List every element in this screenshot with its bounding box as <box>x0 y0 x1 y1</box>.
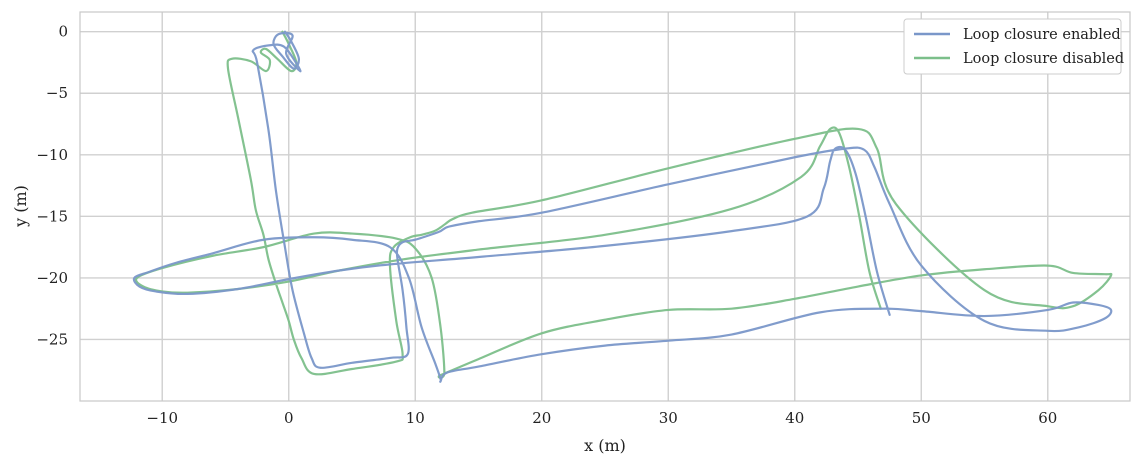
x-axis-label: x (m) <box>584 436 626 455</box>
x-tick-label: 50 <box>912 409 931 427</box>
x-tick-label: 10 <box>406 409 425 427</box>
plot-area-frame <box>79 11 1131 402</box>
y-tick-label: 0 <box>58 23 68 41</box>
tick-labels-layer: −10 0 10 20 30 40 50 60 0 −5 −10 −15 −20 −25 <box>36 23 1057 427</box>
legend-label-disabled: Loop closure disabled <box>963 51 1124 67</box>
y-tick-label: −20 <box>36 269 68 287</box>
series-line-loop-closure-enabled <box>132 30 1113 383</box>
y-tick-label: −5 <box>46 84 68 102</box>
y-tick-label: −15 <box>36 207 68 225</box>
legend: Loop closure enabled Loop closure disabl… <box>903 18 1124 75</box>
x-tick-label: 0 <box>284 409 294 427</box>
legend-box <box>903 18 1122 75</box>
series-line-loop-closure-disabled <box>134 30 1113 379</box>
x-tick-label: 40 <box>785 409 804 427</box>
x-tick-label: 60 <box>1038 409 1057 427</box>
grid-layer <box>80 12 1130 401</box>
y-tick-label: −25 <box>36 330 68 348</box>
legend-label-enabled: Loop closure enabled <box>963 27 1121 43</box>
x-tick-label: −10 <box>146 409 178 427</box>
y-tick-label: −10 <box>36 146 68 164</box>
frame-layer <box>79 11 1131 402</box>
x-tick-label: 20 <box>532 409 551 427</box>
y-axis-label: y (m) <box>11 185 30 228</box>
x-tick-label: 30 <box>659 409 678 427</box>
series-layer <box>132 30 1113 383</box>
